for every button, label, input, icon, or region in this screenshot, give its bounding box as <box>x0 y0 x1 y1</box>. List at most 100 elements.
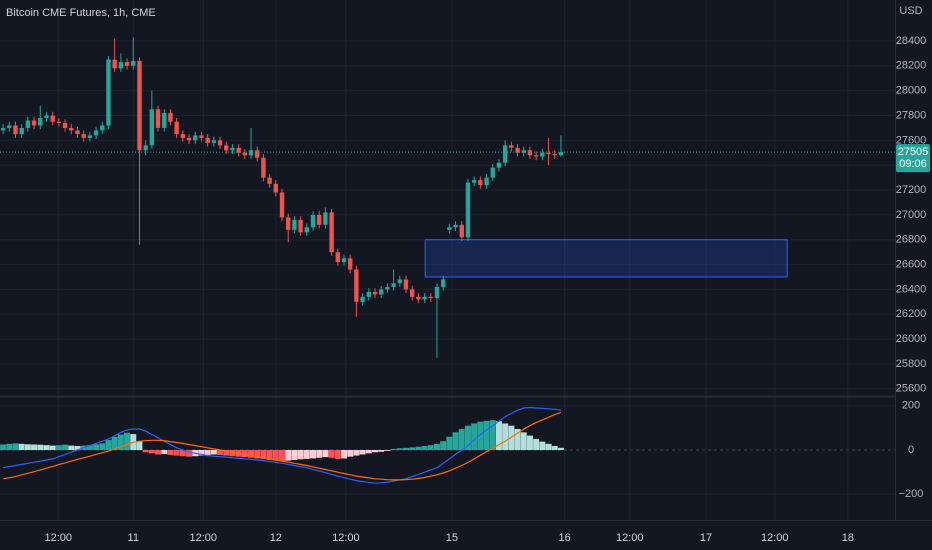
marks <box>0 37 895 484</box>
y-tick-label: 27000 <box>896 209 927 221</box>
histogram-bar <box>18 443 25 451</box>
candle-body <box>224 145 229 151</box>
x-tick-label: 12 <box>270 532 282 544</box>
histogram-bar <box>148 450 155 454</box>
candle-body <box>478 180 483 186</box>
y-tick-label: 28200 <box>896 60 927 72</box>
histogram-bar <box>433 443 440 451</box>
candle-body <box>323 212 328 225</box>
histogram-bar <box>55 445 62 451</box>
candle-body <box>155 109 161 128</box>
last-price-label: 27505 <box>898 146 929 158</box>
candle-body <box>416 296 421 300</box>
candle-body <box>124 62 130 66</box>
candle-body <box>143 145 148 151</box>
candle-body <box>459 224 464 238</box>
histogram-bar <box>557 447 564 451</box>
histogram-bar <box>539 441 546 451</box>
histogram-bar <box>297 450 304 460</box>
histogram-bar <box>204 450 211 455</box>
y-tick-label: 26800 <box>896 234 927 246</box>
candle-body <box>317 214 322 225</box>
y-tick-label: 25600 <box>896 383 927 395</box>
histogram-bar <box>31 444 38 451</box>
y2-tick-label: 200 <box>902 400 920 412</box>
histogram-bar <box>495 421 502 451</box>
candle-body <box>298 219 303 233</box>
histogram-bar <box>173 450 180 456</box>
x-tick-label: 12:00 <box>616 532 644 544</box>
histogram-bar <box>254 450 261 459</box>
candle-body <box>329 212 334 253</box>
histogram-bar <box>24 444 31 451</box>
candle-body <box>19 127 24 135</box>
candle-body <box>440 279 446 287</box>
y-tick-label: 28400 <box>896 35 927 47</box>
histogram-bar <box>241 450 248 458</box>
candle-body <box>236 147 241 153</box>
zone <box>424 239 788 278</box>
y2-tick-label: −200 <box>899 488 924 500</box>
histogram-bar <box>260 450 267 459</box>
candle-body <box>502 145 508 163</box>
y-tick-label: 26000 <box>896 333 927 345</box>
candle-body <box>137 60 142 151</box>
candle-body <box>397 279 402 284</box>
candle-body <box>261 157 266 178</box>
y-tick-label: 27200 <box>896 184 927 196</box>
candle-body <box>509 145 514 148</box>
candle-body <box>199 135 204 138</box>
candle-body <box>292 219 297 230</box>
candle-body <box>149 109 155 146</box>
histogram-bar <box>526 435 533 451</box>
histogram-bar <box>37 444 44 451</box>
y-tick-label: 27600 <box>896 134 927 146</box>
histogram-bar <box>12 443 19 451</box>
candle-body <box>168 113 173 122</box>
histogram-bar <box>142 450 149 453</box>
x-tick-label: 11 <box>128 532 139 544</box>
histogram-bar <box>285 450 292 461</box>
candle-body <box>106 59 111 126</box>
histogram-bar <box>440 441 447 451</box>
histogram-bar <box>229 450 236 457</box>
candle-body <box>540 152 545 157</box>
candle-body <box>186 137 192 141</box>
candle-body <box>81 134 86 138</box>
chart-title: Bitcoin CME Futures, 1h, CME <box>6 7 156 19</box>
histogram-bar <box>155 450 162 455</box>
candle-body <box>286 217 291 230</box>
candle-body <box>422 296 427 300</box>
histogram-bar <box>334 450 341 459</box>
candle-body <box>62 122 68 128</box>
candle-body <box>118 62 124 69</box>
histogram-bar <box>279 450 286 462</box>
candle-body <box>515 147 520 153</box>
histogram-bar <box>161 450 168 455</box>
histogram-bar <box>458 428 465 451</box>
histogram-bar <box>402 447 409 451</box>
x-tick-label: 12:00 <box>44 532 72 544</box>
histogram-bar <box>111 436 118 451</box>
histogram-bar <box>310 450 317 459</box>
candle-body <box>453 224 458 228</box>
histogram-bar <box>545 443 552 451</box>
histogram-bar <box>483 420 490 451</box>
candle-body <box>533 155 539 157</box>
grid <box>0 0 895 520</box>
macd-line <box>2 406 561 484</box>
candle-body <box>267 177 272 184</box>
candle-body <box>490 167 495 178</box>
histogram-bar <box>74 446 81 451</box>
histogram-bar <box>365 450 372 454</box>
histogram-bar <box>502 423 509 451</box>
candle-body <box>341 258 347 263</box>
candle-body <box>56 121 62 123</box>
histogram-bar <box>347 450 354 457</box>
candle-body <box>484 177 489 186</box>
candle-body <box>527 150 533 156</box>
histogram-bar <box>43 445 50 451</box>
histogram-bar <box>384 450 391 451</box>
